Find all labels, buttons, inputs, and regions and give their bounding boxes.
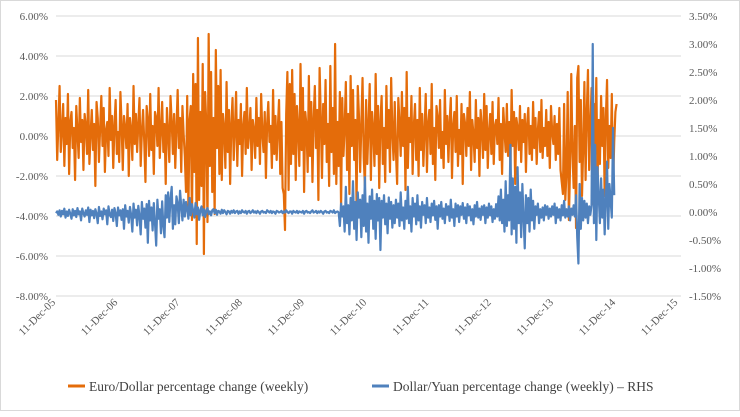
x-tick-label: 11-Dec-08 [203,296,245,338]
x-tick-label: 11-Dec-15 [639,296,681,338]
y-right-tick-label: 0.00% [689,207,717,219]
y-left-tick-label: -6.00% [16,251,48,263]
y-left-tick-label: 2.00% [20,91,48,103]
y-right-tick-label: -0.50% [689,235,721,247]
y-right-tick-label: 1.50% [689,123,717,135]
y-right-tick-label: 3.00% [689,39,717,51]
series-line-dollar-yuan [55,42,616,265]
y-left-tick-label: 6.00% [20,11,48,23]
y-left-tick-label: -2.00% [16,171,48,183]
x-tick-label: 11-Dec-07 [141,296,183,338]
y-left-tick-label: -8.00% [16,291,48,303]
x-tick-label: 11-Dec-11 [390,297,431,338]
y-right-tick-label: 3.50% [689,11,717,23]
y-left-tick-label: 4.00% [20,51,48,63]
legend-label-dollar-yuan: Dollar/Yuan percentage change (weekly) –… [393,379,654,394]
y-axis-left: 6.00% 4.00% 2.00% 0.00% -2.00% -4.00% -6.00% -8… [16,11,48,303]
x-tick-label: 11-Dec-10 [328,296,370,338]
x-tick-label: 11-Dec-09 [266,296,308,338]
x-tick-label: 11-Dec-14 [577,296,619,338]
y-right-tick-label: -1.00% [689,263,721,275]
y-axis-right: 3.50% 3.00% 2.50% 2.00% 1.50% 1.00% 0.50% 0.00%… [689,11,721,303]
y-right-tick-label: -1.50% [689,291,721,303]
y-left-tick-label: -4.00% [16,211,48,223]
y-right-tick-label: 2.00% [689,95,717,107]
x-axis: 11-Dec-05 11-Dec-06 11-Dec-07 11-Dec-08 11-D… [17,296,681,338]
legend: Euro/Dollar percentage change (weekly) D… [68,379,654,394]
y-right-tick-label: 2.50% [689,67,717,79]
x-tick-label: 11-Dec-06 [79,296,121,338]
y-left-tick-label: 0.00% [20,131,48,143]
y-right-tick-label: 0.50% [689,179,717,191]
y-right-tick-label: 1.00% [689,151,717,163]
series-group [54,32,618,265]
series-line-euro-dollar [54,32,618,256]
legend-label-euro-dollar: Euro/Dollar percentage change (weekly) [89,379,308,394]
x-tick-label: 11-Dec-13 [515,296,557,338]
x-tick-label: 11-Dec-12 [452,297,493,338]
